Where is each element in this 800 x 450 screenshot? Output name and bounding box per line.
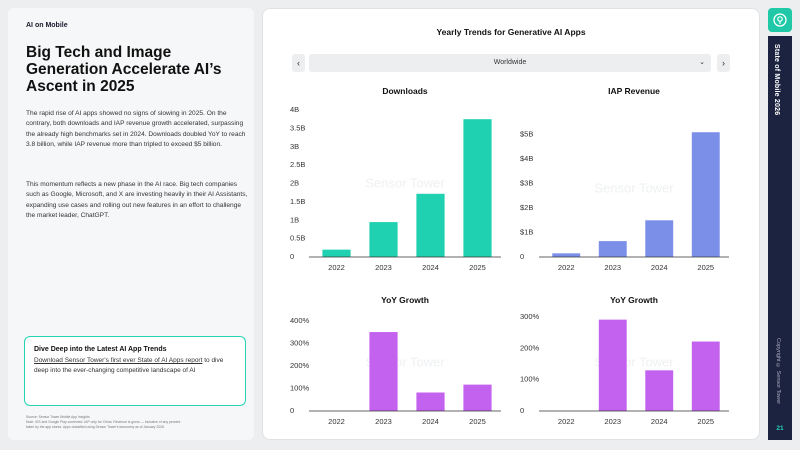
body-paragraph-2: This momentum reflects a new phase in th… [26, 181, 248, 220]
chart-2-x-tick: 2023 [604, 263, 621, 272]
chart-2-bar [598, 241, 627, 257]
chart-3-y-tick: 400% [290, 316, 310, 325]
region-selected-value: Worldwide [493, 59, 527, 66]
previous-button[interactable]: ‹ [292, 54, 305, 72]
chart-2-y-tick: $5B [520, 130, 533, 139]
cta-box: Dive Deep into the Latest AI App Trends … [24, 336, 246, 406]
chart-1-y-tick: 4B [290, 105, 299, 114]
chart-1-bar [463, 119, 492, 257]
footnotes: Source: Sensor Tower Mobile App Insights… [26, 415, 246, 429]
section-tag: AI on Mobile [26, 22, 68, 29]
chart-4-y-tick: 300% [520, 312, 540, 321]
cta-title: Dive Deep into the Latest AI App Trends [34, 346, 167, 353]
footnote-note-cont: taken by the app stores. Apps classified… [26, 424, 164, 429]
chart-1-y-tick: 3B [290, 142, 299, 151]
chart-2-x-tick: 2024 [651, 263, 668, 272]
chart-1-bar [322, 249, 351, 257]
chart-3-x-tick: 2022 [328, 417, 345, 426]
chart-1-bar [416, 193, 445, 257]
chart-3-y-tick: 300% [290, 338, 310, 347]
report-title: State of Mobile 2026 [773, 44, 780, 116]
cta-rest-text: to dive deep into the ever-changing comp… [34, 357, 224, 374]
region-dropdown[interactable]: Worldwide ⌄ [309, 54, 711, 72]
page-headline: Big Tech and Image Generation Accelerate… [26, 44, 222, 95]
chart-3-x-tick: 2025 [469, 417, 486, 426]
chart-3-y-tick: 200% [290, 361, 310, 370]
charts-canvas: Sensor Tower Downloads 0 0.5B 1B 1.5B 2B 2.5B 3B… [290, 86, 729, 426]
chart-1-y-tick: 2.5B [290, 160, 305, 169]
chart-2-x-tick: 2022 [558, 263, 575, 272]
footnote-source: Source: Sensor Tower Mobile App Insights [26, 415, 90, 419]
next-button[interactable]: › [717, 54, 730, 72]
chart-1-y-tick: 0.5B [290, 234, 305, 243]
chart-panel: Yearly Trends for Generative AI Apps ‹ W… [262, 8, 760, 440]
page-number: 21 [776, 425, 784, 432]
chart-2-watermark: Sensor Tower [594, 181, 674, 196]
chart-3-x-tick: 2023 [375, 417, 392, 426]
right-sidebar: State of Mobile 2026 Copyright © Sensor … [768, 36, 792, 440]
chart-1-watermark: Sensor Tower [365, 176, 445, 191]
body-paragraph-1: The rapid rise of AI apps showed no sign… [26, 110, 246, 149]
chart-1-x-tick: 2025 [469, 263, 486, 272]
chart-2-bar [552, 253, 581, 257]
chart-1-y-tick: 1.5B [290, 197, 305, 206]
chart-4-bar [598, 319, 627, 411]
chart-1-y-tick: 2B [290, 179, 299, 188]
chart-2-y-tick: $4B [520, 154, 533, 163]
chart-2-bar [645, 220, 674, 257]
chart-1-x-tick: 2023 [375, 263, 392, 272]
chart-4-x-tick: 2023 [604, 417, 621, 426]
chart-4-x-tick: 2024 [651, 417, 668, 426]
chart-2-y-tick: $3B [520, 179, 533, 188]
chart-4-x-tick: 2025 [697, 417, 714, 426]
chart-2-title: IAP Revenue [608, 86, 660, 96]
chart-1-y-tick: 1B [290, 215, 299, 224]
chart-4-y-tick: 200% [520, 343, 540, 352]
chart-1-x-tick: 2022 [328, 263, 345, 272]
chart-3-x-tick: 2024 [422, 417, 439, 426]
chart-4-bar [645, 370, 674, 411]
chart-1-y-tick: 0 [290, 252, 294, 261]
chart-2-bar [691, 132, 720, 257]
left-panel: AI on Mobile Big Tech and Image Generati… [8, 8, 254, 440]
chart-1-x-tick: 2024 [422, 263, 439, 272]
chart-4-x-tick: 2022 [558, 417, 575, 426]
chart-1-y-tick: 3.5B [290, 123, 305, 132]
chart-2-y-tick: $2B [520, 203, 533, 212]
chart-4-bar [691, 341, 720, 411]
chart-3-y-tick: 100% [290, 383, 310, 392]
chart-4-y-tick: 0 [520, 406, 524, 415]
chart-4-y-tick: 100% [520, 375, 540, 384]
copyright-text: Copyright © Sensor Tower [775, 338, 781, 405]
sensor-tower-logo-icon [768, 8, 792, 32]
cta-text: Download Sensor Tower's first ever State… [34, 356, 236, 376]
chart-2-y-tick: 0 [520, 252, 524, 261]
chart-3-bar [369, 332, 398, 411]
chart-1-bar [369, 222, 398, 257]
chart-3-bar [416, 392, 445, 411]
chart-1-title: Downloads [382, 86, 428, 96]
chart-3-bar [463, 384, 492, 411]
footnote-note: Note: iOS and Google Play combined. IAP … [26, 419, 181, 424]
chart-4-title: YoY Growth [610, 295, 658, 305]
chart-3-title: YoY Growth [381, 295, 429, 305]
chart-2-y-tick: $1B [520, 228, 533, 237]
chevron-down-icon: ⌄ [699, 59, 705, 66]
download-report-link[interactable]: Download Sensor Tower's first ever State… [34, 357, 203, 364]
chart-panel-title: Yearly Trends for Generative AI Apps [436, 27, 586, 37]
logo-mark-icon [773, 13, 787, 27]
chart-2-x-tick: 2025 [697, 263, 714, 272]
chart-3-y-tick: 0 [290, 406, 294, 415]
